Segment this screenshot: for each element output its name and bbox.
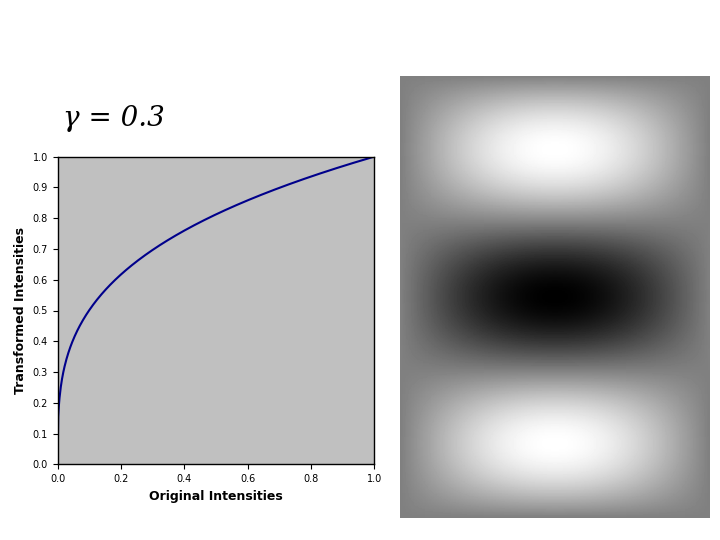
Text: γ = 0.3: γ = 0.3 <box>63 105 164 132</box>
Text: Power Law Example (cont…): Power Law Example (cont…) <box>174 20 618 48</box>
Y-axis label: Transformed Intensities: Transformed Intensities <box>14 227 27 394</box>
X-axis label: Original Intensities: Original Intensities <box>149 490 283 503</box>
Text: 19
of
42: 19 of 42 <box>14 11 33 57</box>
